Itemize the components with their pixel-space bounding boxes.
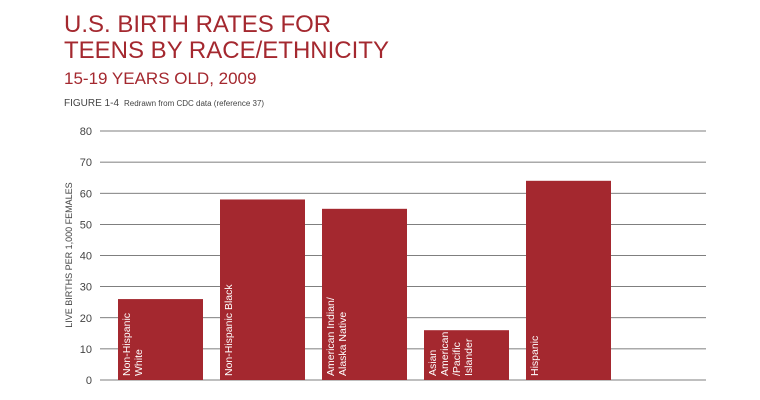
y-tick-label: 60 [80, 188, 92, 200]
x-tick-label: Asian [427, 350, 439, 376]
y-tick-label: 80 [80, 126, 92, 138]
y-tick-label: 40 [80, 251, 92, 263]
x-tick-label: Islander [463, 338, 475, 376]
bar [322, 208, 407, 380]
chart-subtitle: 15-19 YEARS OLD, 2009 [64, 69, 256, 88]
x-tick-label: /Pacific [451, 342, 463, 376]
y-tick-label: 20 [80, 313, 92, 325]
x-tick-label: American Indian/ [325, 297, 337, 376]
bar [118, 299, 203, 380]
note: Redrawn from CDC data (reference 37) [124, 99, 264, 108]
chart-title: TEENS BY RACE/ETHNICITY [64, 37, 389, 64]
bar [220, 199, 305, 380]
y-axis-label: LIVE BIRTHS PER 1,000 FEMALES [64, 182, 74, 327]
y-tick-label: 70 [80, 157, 92, 169]
figure-label: FIGURE 1-4 [64, 98, 119, 109]
chart-title: U.S. BIRTH RATES FOR [64, 11, 331, 38]
y-tick-label: 0 [86, 375, 92, 387]
y-tick-label: 10 [80, 344, 92, 356]
bar [526, 180, 611, 380]
x-tick-label: White [133, 349, 145, 376]
x-tick-label: Non-Hispanic Black [223, 284, 235, 376]
x-tick-label: Hispanic [529, 336, 541, 376]
x-tick-label: Non-Hispanic [121, 313, 133, 376]
x-tick-label: Alaska Native [337, 312, 349, 376]
y-tick-label: 30 [80, 282, 92, 294]
y-tick-label: 50 [80, 219, 92, 231]
x-tick-label: American [439, 331, 451, 376]
bar [424, 330, 509, 380]
